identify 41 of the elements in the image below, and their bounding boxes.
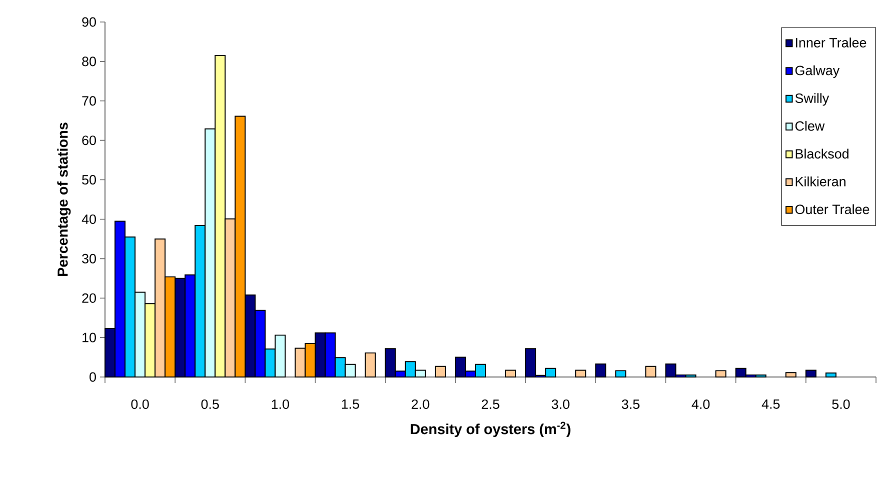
y-tick-label: 90 [82, 17, 96, 27]
bar [805, 370, 816, 378]
x-tick-label: 0.5 [201, 399, 219, 409]
bar [715, 370, 726, 378]
y-axis-title: Percentage of stations [57, 122, 71, 276]
y-tick-label: 70 [82, 96, 96, 106]
bar [575, 370, 586, 378]
x-tick-label: 0.0 [131, 399, 149, 409]
legend-label: Galway [795, 65, 840, 78]
y-tick-label: 0 [90, 372, 96, 382]
y-tick-label: 40 [82, 214, 96, 224]
x-tick-label: 5.0 [832, 399, 850, 409]
bar [645, 366, 656, 378]
legend-label: Swilly [795, 93, 830, 106]
bar [505, 370, 516, 378]
y-tick-label: 50 [82, 175, 96, 185]
bar [364, 352, 376, 378]
bar [785, 372, 796, 378]
y-tick-label: 10 [82, 332, 96, 342]
bar [825, 372, 836, 378]
x-tick-label: 1.0 [272, 399, 290, 409]
legend-label: Blacksod [796, 148, 848, 159]
y-tick-label: 20 [82, 293, 96, 303]
x-tick-label: 2.5 [482, 399, 500, 409]
x-tick-label: 1.5 [342, 399, 360, 409]
y-tick-label: 30 [82, 254, 96, 264]
x-tick-label: 2.0 [412, 399, 430, 409]
legend-label: Outer Tralee [795, 204, 870, 214]
x-tick-label: 3.5 [622, 399, 640, 409]
y-tick-label: 80 [82, 56, 96, 66]
x-tick-label: 4.0 [692, 399, 710, 409]
x-tick-label: 4.5 [762, 399, 780, 409]
bar [615, 370, 626, 378]
legend-label: Kilkieran [796, 176, 846, 186]
bar [434, 366, 446, 378]
x-tick-label: 3.0 [552, 399, 570, 409]
bar [595, 363, 606, 378]
y-tick-label: 60 [82, 136, 96, 146]
legend-label: Clew [795, 120, 825, 131]
text: Density of oysters (m$^{-2}$) [410, 422, 570, 438]
legend-label: Inner Tralee [796, 38, 866, 48]
